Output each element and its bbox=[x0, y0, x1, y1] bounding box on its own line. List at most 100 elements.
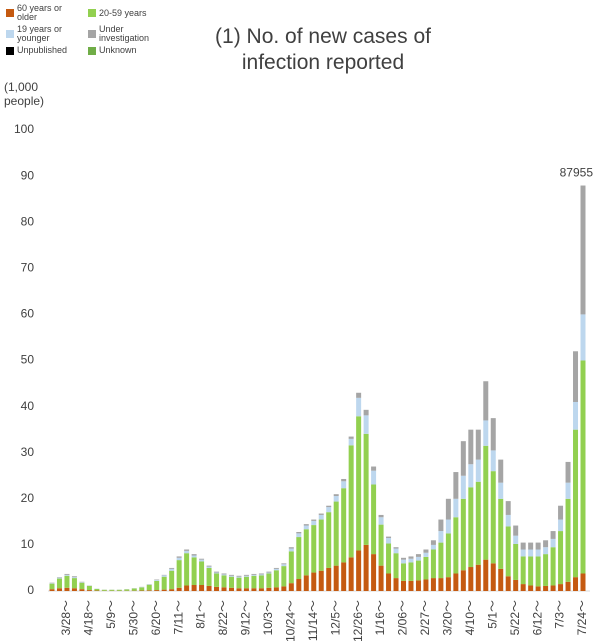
bar-segment bbox=[513, 579, 519, 591]
bar-segment bbox=[475, 564, 481, 591]
bar-segment bbox=[251, 588, 257, 591]
bar-segment bbox=[363, 415, 369, 434]
bar-segment bbox=[318, 513, 324, 515]
bar-segment bbox=[266, 572, 272, 574]
bar-segment bbox=[243, 575, 249, 577]
legend-swatch bbox=[6, 46, 14, 55]
bar-segment bbox=[445, 577, 451, 591]
bar-segment bbox=[71, 588, 77, 591]
bar-segment bbox=[124, 589, 130, 591]
y-tick-label: 20 bbox=[21, 491, 35, 505]
bar-segment bbox=[348, 436, 354, 439]
bar-segment bbox=[303, 575, 309, 591]
bar-segment bbox=[490, 450, 496, 472]
bar-segment bbox=[176, 556, 182, 558]
bar-segment bbox=[228, 575, 234, 577]
bar-segment bbox=[550, 531, 556, 539]
x-tick-label: 6/12～ bbox=[530, 600, 544, 635]
bar-segment bbox=[79, 589, 85, 591]
bar-segment bbox=[288, 547, 294, 549]
chart-title: (1) No. of new cases of infection report… bbox=[215, 25, 431, 74]
bar-segment bbox=[273, 568, 279, 571]
legend: 60 years or older 20-59 years 19 years or … bbox=[6, 4, 186, 55]
bar-segment bbox=[191, 554, 197, 556]
legend-item: Under investigation bbox=[88, 25, 186, 43]
bar-segment bbox=[221, 574, 227, 576]
bar-segment bbox=[528, 542, 534, 550]
bar-segment bbox=[505, 576, 511, 591]
bar-segment bbox=[228, 576, 234, 588]
bar-segment bbox=[236, 577, 242, 589]
bar-segment bbox=[71, 578, 77, 589]
bar-segment bbox=[64, 587, 70, 591]
bar-segment bbox=[154, 590, 160, 591]
bar-segment bbox=[445, 519, 451, 534]
bar-segment bbox=[243, 588, 249, 591]
bar-segment bbox=[258, 575, 264, 589]
bar-segment bbox=[341, 481, 347, 489]
y-tick-label: 0 bbox=[27, 583, 34, 597]
bar-segment bbox=[558, 519, 564, 532]
bar-segment bbox=[505, 501, 511, 515]
bar-segment bbox=[558, 505, 564, 520]
bar-segment bbox=[386, 573, 392, 591]
bar-segment bbox=[94, 588, 100, 591]
bar-segment bbox=[513, 543, 519, 580]
bar-segment bbox=[266, 571, 272, 573]
bar-segment bbox=[214, 586, 220, 591]
bar-segment bbox=[273, 570, 279, 588]
bar-segment bbox=[363, 433, 369, 545]
bar-segment bbox=[266, 573, 272, 588]
bar-segment bbox=[460, 498, 466, 571]
bar-segment bbox=[565, 461, 571, 483]
bar-segment bbox=[176, 560, 182, 588]
x-tick-label: 7/11～ bbox=[171, 600, 185, 634]
bar-segment bbox=[453, 573, 459, 591]
bar-segment bbox=[311, 525, 317, 573]
bar-segment bbox=[243, 574, 249, 576]
bar-segment bbox=[565, 498, 571, 582]
x-tick-label: 5/22～ bbox=[508, 600, 522, 635]
bar-segment bbox=[311, 519, 317, 521]
bar-segment bbox=[356, 392, 362, 398]
bar-segment bbox=[401, 557, 407, 560]
x-tick-label: 6/20～ bbox=[149, 600, 163, 635]
legend-swatch bbox=[88, 30, 96, 38]
bar-segment bbox=[184, 553, 190, 586]
bar-segment bbox=[438, 578, 444, 591]
bar-segment bbox=[333, 565, 339, 591]
bar-segment bbox=[580, 314, 586, 361]
bar-segment bbox=[206, 566, 212, 568]
bar-segment bbox=[184, 550, 190, 554]
bar-segment bbox=[498, 459, 504, 483]
bar-segment bbox=[498, 482, 504, 499]
bar-segment bbox=[430, 578, 436, 591]
bar-segment bbox=[79, 582, 85, 590]
bar-segment bbox=[64, 573, 70, 575]
x-tick-label: 5/30～ bbox=[126, 600, 140, 635]
bar-segment bbox=[348, 445, 354, 558]
bar-segment bbox=[438, 542, 444, 579]
bar-segment bbox=[86, 585, 92, 591]
bar-segment bbox=[311, 520, 317, 526]
bar-segment bbox=[393, 578, 399, 591]
bar-segment bbox=[146, 590, 152, 591]
bar-segment bbox=[184, 585, 190, 591]
bar-segment bbox=[214, 573, 220, 587]
bar-segment bbox=[206, 567, 212, 586]
bar-segment bbox=[401, 580, 407, 591]
x-tick-label: 5/1～ bbox=[485, 600, 499, 629]
bar-segment bbox=[528, 556, 534, 586]
bar-segment bbox=[393, 548, 399, 554]
bar-segment bbox=[498, 568, 504, 591]
bar-segment bbox=[258, 573, 264, 575]
bar-segment bbox=[513, 535, 519, 544]
bar-segment bbox=[176, 587, 182, 591]
bar-segment bbox=[348, 438, 354, 446]
bar-segment bbox=[430, 544, 436, 550]
bar-segment bbox=[415, 560, 421, 581]
bar-segment bbox=[423, 552, 429, 557]
bar-segment bbox=[191, 585, 197, 591]
bar-segment bbox=[169, 589, 175, 591]
